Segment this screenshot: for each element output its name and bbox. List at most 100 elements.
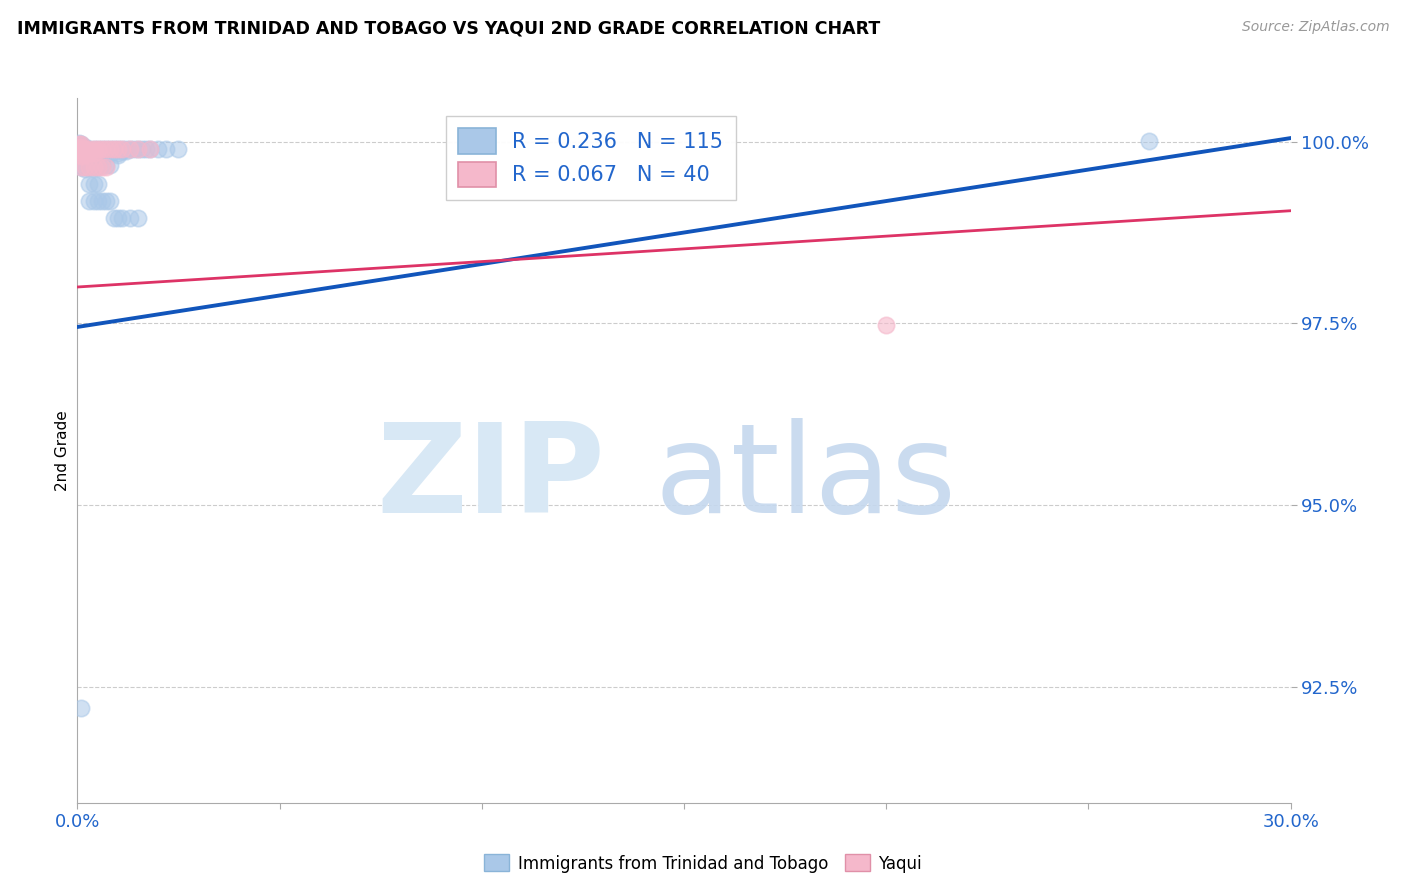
Point (1137, 134, 1160, 148)
Point (75, 153, 97, 167)
Point (83, 145, 105, 160)
Point (70, 144, 93, 158)
Point (75, 142, 97, 156)
Point (70, 145, 93, 160)
Point (98, 145, 121, 160)
Point (70, 149, 93, 163)
Point (111, 144, 134, 158)
Point (75, 158, 97, 172)
Point (79, 160, 101, 174)
Point (75, 155, 97, 169)
Point (75, 160, 97, 174)
Point (69, 142, 91, 156)
Text: Source: ZipAtlas.com: Source: ZipAtlas.com (1241, 20, 1389, 34)
Point (79, 145, 101, 160)
Point (70, 158, 93, 172)
Point (79, 148, 101, 162)
Point (131, 142, 153, 156)
Point (83, 144, 105, 158)
Point (94, 158, 117, 172)
Point (83, 149, 105, 163)
Point (70, 145, 93, 160)
Point (79, 158, 101, 172)
Point (86, 177, 108, 191)
Point (70, 136, 93, 151)
Point (70, 143, 93, 157)
Point (83, 177, 105, 191)
Point (67, 140, 90, 154)
Point (79, 142, 101, 156)
Point (107, 144, 129, 158)
Point (83, 144, 105, 158)
Point (79, 144, 101, 158)
Point (98, 142, 121, 156)
Point (75, 140, 97, 154)
Text: ZIP: ZIP (377, 418, 605, 539)
Point (118, 142, 141, 156)
Point (86, 194, 108, 209)
Point (79, 153, 101, 167)
Point (118, 211, 141, 225)
Point (75, 144, 97, 158)
Point (86, 160, 108, 174)
Point (75, 145, 97, 160)
Point (98, 158, 121, 172)
Point (83, 142, 105, 156)
Point (167, 142, 190, 156)
Point (70, 156, 93, 170)
Legend: R = 0.236   N = 115, R = 0.067   N = 40: R = 0.236 N = 115, R = 0.067 N = 40 (446, 116, 735, 200)
Point (139, 142, 162, 156)
Point (115, 142, 138, 156)
Point (118, 142, 141, 156)
Point (90, 144, 112, 158)
Point (70, 155, 93, 169)
Point (127, 211, 149, 225)
Point (79, 194, 101, 209)
Point (72, 149, 94, 163)
Point (70, 142, 93, 156)
Point (70, 140, 93, 154)
Point (139, 142, 162, 156)
Point (103, 144, 125, 158)
Point (127, 142, 149, 156)
Point (70, 144, 93, 158)
Point (70, 144, 93, 158)
Point (90, 160, 112, 174)
Point (148, 142, 170, 156)
Point (90, 194, 112, 209)
Text: atlas: atlas (654, 418, 956, 539)
Point (69, 140, 91, 154)
Point (79, 177, 101, 191)
Point (79, 142, 101, 156)
Point (111, 211, 134, 225)
Point (67, 142, 90, 156)
Point (155, 142, 177, 156)
Point (79, 145, 101, 160)
Point (75, 148, 97, 162)
Point (69, 144, 91, 158)
Point (94, 160, 117, 174)
Point (79, 144, 101, 158)
Point (83, 148, 105, 162)
Point (98, 144, 121, 158)
Point (86, 160, 108, 174)
Point (70, 151, 93, 165)
Point (86, 158, 108, 172)
Point (111, 142, 134, 156)
Point (75, 148, 97, 162)
Point (103, 142, 125, 156)
Point (107, 142, 129, 156)
Point (70, 145, 93, 160)
Point (70, 136, 93, 151)
Point (67, 136, 90, 151)
Point (107, 142, 129, 156)
Point (86, 142, 108, 156)
Point (70, 140, 93, 154)
Point (94, 142, 117, 156)
Point (70, 160, 93, 174)
Point (79, 160, 101, 174)
Point (103, 211, 125, 225)
Point (83, 142, 105, 156)
Point (72, 142, 94, 156)
Point (70, 147, 93, 161)
